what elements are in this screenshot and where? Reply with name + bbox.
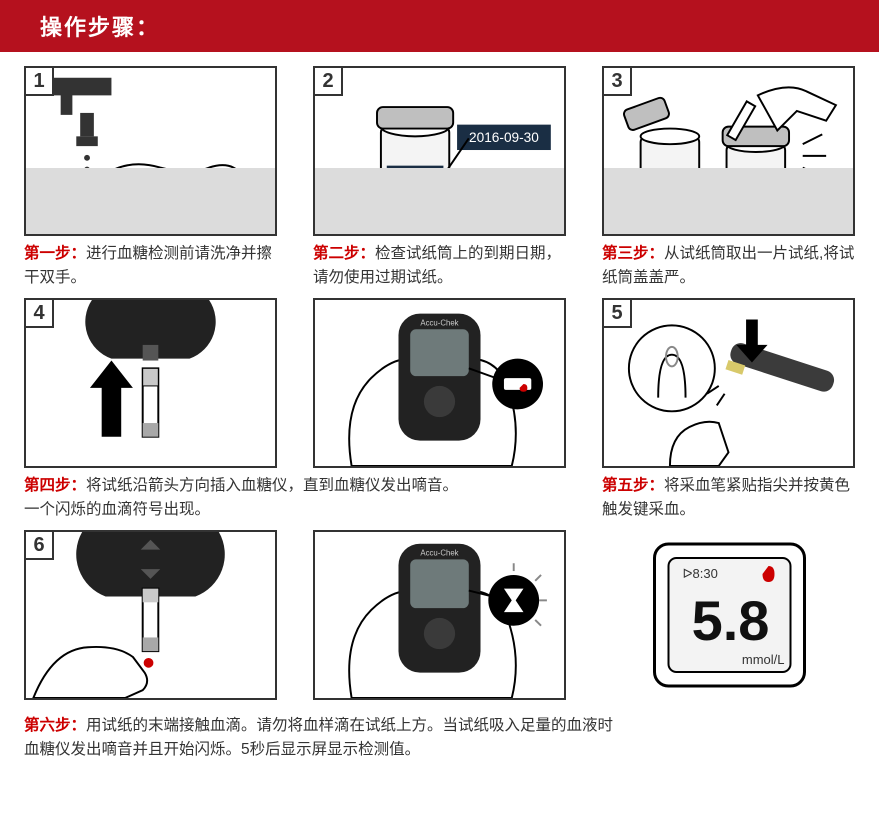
meter-wait-icon: Accu-Chek [315, 532, 564, 698]
device-label: Accu-Chek [420, 318, 458, 327]
step-2-caption: 第二步：检查试纸筒上的到期日期，请勿使用过期试纸。 [313, 242, 566, 290]
lancet-finger-icon [604, 300, 853, 466]
step-6-image-c: ᐅ8:30 5.8 mmol/L [602, 530, 855, 700]
step-label: 第一步： [24, 245, 86, 262]
step-2-image: 2 2016-09-30 [313, 66, 566, 236]
step-number: 2 [315, 68, 343, 96]
step-label: 第三步： [602, 245, 664, 262]
step-text: 用试纸的末端接触血滴。请勿将血样滴在试纸上方。当试纸吸入足量的血液时 [86, 717, 613, 734]
step-6-caption: 第六步：用试纸的末端接触血滴。请勿将血样滴在试纸上方。当试纸吸入足量的血液时 血… [24, 714, 855, 762]
step-6-b: Accu-Chek [313, 530, 566, 700]
step-1-caption: 第一步：进行血糖检测前请洗净并擦干双手。 [24, 242, 277, 290]
step-6-a: 6 [24, 530, 277, 700]
step-3-image: 3 [602, 66, 855, 236]
step-5-caption: 第五步：将采血笔紧贴指尖并按黄色触发键采血。 [602, 474, 855, 522]
step-label: 第六步： [24, 717, 86, 734]
date-label: 2016-09-30 [469, 130, 539, 145]
step-6-image-b: Accu-Chek [313, 530, 566, 700]
step-number: 1 [26, 68, 54, 96]
step-1-image: 1 [24, 66, 277, 236]
header-bar: 操作步骤： [0, 0, 879, 52]
step-5: 5 第五步：将采血笔紧贴指尖并按黄色触发键采血。 [602, 298, 855, 522]
display-unit: mmol/L [742, 652, 785, 667]
header-title: 操作步骤： [40, 15, 160, 40]
reading-display-icon: ᐅ8:30 5.8 mmol/L [602, 530, 855, 700]
step-4: 4 [24, 298, 566, 522]
step-number: 4 [26, 300, 54, 328]
step-6-c: ᐅ8:30 5.8 mmol/L [602, 530, 855, 700]
step-label: 第四步： [24, 477, 86, 494]
display-reading: 5.8 [692, 589, 770, 652]
step-6-image-a: 6 [24, 530, 277, 700]
step-text: 将试纸沿箭头方向插入血糖仪，直到血糖仪发出嘀音。 [86, 477, 458, 494]
step-number: 3 [604, 68, 632, 96]
step-3: 3 第三步：从试纸筒取出一片试纸,将试纸筒盖盖严。 [602, 66, 855, 290]
meter-in-hand-icon: Accu-Chek [315, 300, 564, 466]
device-label: Accu-Chek [420, 548, 458, 557]
step-text-b: 血糖仪发出嘀音并且开始闪烁。5秒后显示屏显示检测值。 [24, 741, 420, 758]
steps-grid: 1 第一步：进行血糖检测前请洗净并擦干双手。 2 [0, 66, 879, 762]
step-number: 5 [604, 300, 632, 328]
step-1: 1 第一步：进行血糖检测前请洗净并擦干双手。 [24, 66, 277, 290]
touch-blood-icon [26, 532, 275, 698]
step-4-caption: 第四步：将试纸沿箭头方向插入血糖仪，直到血糖仪发出嘀音。 一个闪烁的血滴符号出现… [24, 474, 566, 522]
step-5-image: 5 [602, 298, 855, 468]
step-label: 第二步： [313, 245, 375, 262]
step-text-b: 一个闪烁的血滴符号出现。 [24, 501, 210, 518]
step-label: 第五步： [602, 477, 664, 494]
insert-strip-icon [26, 300, 275, 466]
display-time: ᐅ8:30 [683, 566, 718, 581]
step-number: 6 [26, 532, 54, 560]
step-4-image-a: 4 [24, 298, 277, 468]
step-4-image-b: Accu-Chek [313, 298, 566, 468]
step-6-caption-row: 第六步：用试纸的末端接触血滴。请勿将血样滴在试纸上方。当试纸吸入足量的血液时 血… [24, 708, 855, 762]
step-2: 2 2016-09-30 第二步：检查试纸筒上的到期日期，请勿使用过期试纸。 [313, 66, 566, 290]
step-3-caption: 第三步：从试纸筒取出一片试纸,将试纸筒盖盖严。 [602, 242, 855, 290]
